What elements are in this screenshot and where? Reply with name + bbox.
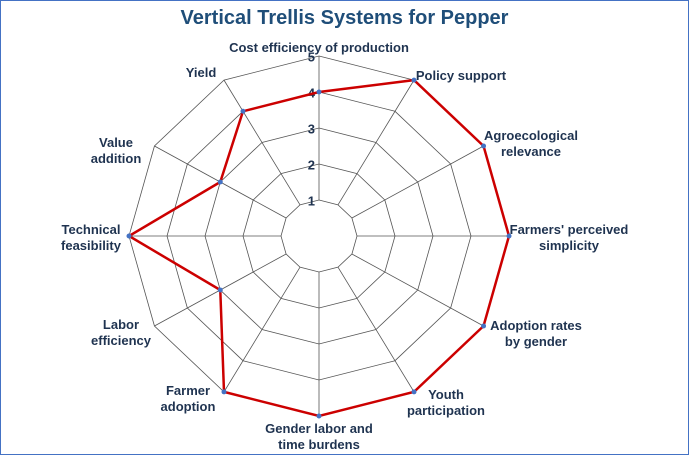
category-label: Agroecological relevance [484,128,578,159]
data-point [217,179,223,185]
r-tick-label: 3 [308,121,315,136]
grid-ring [280,199,358,273]
category-label: Technical feasibility [61,222,121,253]
spoke [351,145,484,219]
spoke [223,79,301,206]
data-point [411,389,417,395]
data-point [481,323,487,329]
category-label: Farmers' perceived simplicity [509,222,629,253]
spoke [351,253,484,327]
category-label: Youth participation [406,387,486,418]
category-label: Yield [185,65,217,80]
data-point [217,287,223,293]
data-point [221,389,227,395]
category-label: Gender labor and time burdens [265,421,373,452]
chart-title: Vertical Trellis Systems for Pepper [180,7,509,29]
r-tick-label: 1 [308,193,315,208]
data-point [126,233,132,239]
data-point [316,413,322,419]
spoke [337,266,415,393]
category-label: Value addition [90,135,142,166]
category-label: Farmer adoption [160,383,216,414]
r-tick-label: 5 [308,49,315,64]
data-point [316,89,322,95]
data-point [240,108,246,114]
category-label: Policy support [415,68,507,83]
data-point [506,233,512,239]
spoke [337,79,415,206]
spoke [223,266,301,393]
category-label: Cost efficiency of production [229,40,409,55]
data-point [481,143,487,149]
category-label: Adoption rates by gender [490,318,582,349]
r-tick-label: 2 [308,157,315,172]
data-point [411,77,417,83]
category-label: Labor efficiency [91,317,151,348]
